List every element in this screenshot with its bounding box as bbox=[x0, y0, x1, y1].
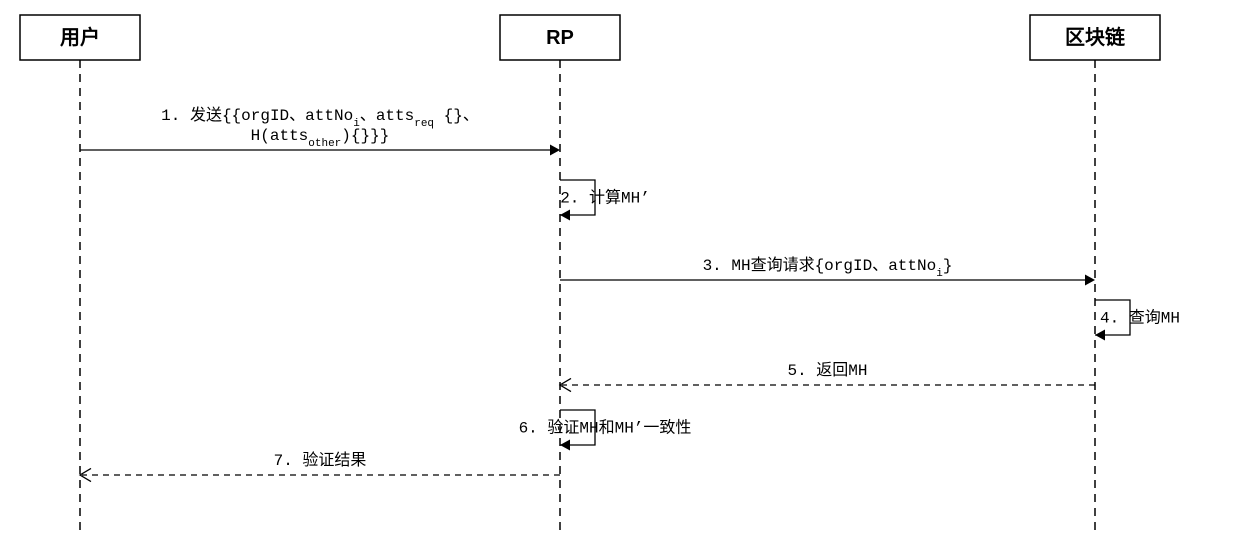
message-label: 5. 返回MH bbox=[787, 361, 867, 380]
arrowhead bbox=[560, 210, 570, 221]
message-6: 6. 验证MH和MH’一致性 bbox=[519, 410, 692, 445]
sequence-diagram: 用户 RP 区块链 1. 发送{{orgID、attNoi、attsreq {}、H(… bbox=[0, 0, 1240, 536]
message-4: 4. 查询MH bbox=[1095, 300, 1180, 335]
arrowhead bbox=[1085, 275, 1095, 286]
participant-label-rp: RP bbox=[546, 27, 574, 49]
message-2: 2. 计算MH’ bbox=[560, 180, 650, 215]
message-label: 7. 验证结果 bbox=[274, 451, 367, 470]
participant-label-user: 用户 bbox=[60, 25, 100, 49]
participant-label-chain: 区块链 bbox=[1065, 25, 1126, 49]
message-3: 3. MH查询请求{orgID、attNoi} bbox=[560, 256, 1093, 280]
message-label: H(attsother){}}} bbox=[251, 127, 390, 150]
self-call-label: 4. 查询MH bbox=[1100, 309, 1180, 328]
arrowhead bbox=[1095, 330, 1105, 341]
arrowhead bbox=[550, 145, 560, 156]
message-7: 7. 验证结果 bbox=[82, 451, 560, 475]
message-1: 1. 发送{{orgID、attNoi、attsreq {}、H(attsoth… bbox=[80, 106, 558, 150]
arrowhead bbox=[560, 440, 570, 451]
message-label: 3. MH查询请求{orgID、attNoi} bbox=[703, 256, 953, 280]
message-5: 5. 返回MH bbox=[562, 361, 1095, 385]
self-call-label: 6. 验证MH和MH’一致性 bbox=[519, 419, 692, 438]
message-label: 1. 发送{{orgID、attNoi、attsreq {}、 bbox=[161, 106, 479, 130]
self-call-label: 2. 计算MH’ bbox=[560, 188, 650, 208]
